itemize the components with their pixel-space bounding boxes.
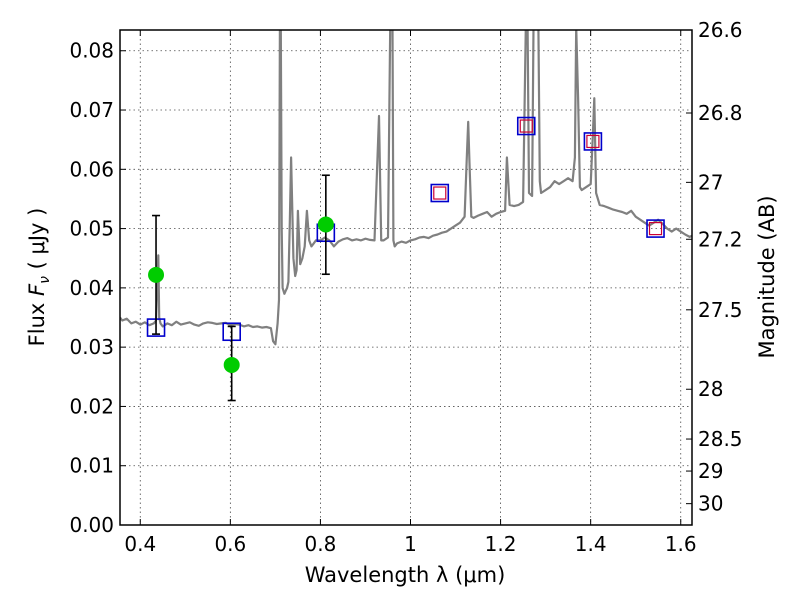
x-tick-label: 0.4 bbox=[124, 532, 156, 556]
y2-axis-label: Magnitude (AB) bbox=[755, 195, 779, 358]
x-tick-label: 1 bbox=[404, 532, 417, 556]
y-tick-label: 0.02 bbox=[69, 394, 114, 418]
y2-axis: 26.6 26.8 27 27.2 27.5 28 28.5 29 30 bbox=[686, 18, 743, 516]
plot-frame bbox=[119, 29, 693, 526]
grid bbox=[120, 30, 692, 526]
y2-tick-label: 28 bbox=[698, 377, 723, 401]
blue-square-marker bbox=[583, 132, 603, 151]
y2-tick-label: 26.8 bbox=[698, 101, 743, 125]
y2-tick-label: 26.6 bbox=[698, 18, 743, 42]
y-axis-label-symbol: F bbox=[25, 283, 49, 296]
y-axis-label-prefix: Flux bbox=[25, 296, 49, 346]
y-axis-label: Flux Fν ( μJy ) bbox=[25, 208, 53, 347]
y2-tick-label: 27.2 bbox=[698, 227, 743, 251]
x-tick-label: 1.4 bbox=[575, 532, 607, 556]
spectrum-line bbox=[120, 30, 692, 346]
y2-tick-label: 29 bbox=[698, 459, 723, 483]
x-tick-label: 0.8 bbox=[305, 532, 337, 556]
blue-square-marker bbox=[646, 219, 665, 238]
y-axis: 0.00 0.01 0.02 0.03 0.04 0.05 0.06 0.07 0.08 bbox=[69, 39, 126, 537]
y-axis-label-unit: ( μJy ) bbox=[25, 208, 49, 276]
observed-point-marker bbox=[317, 216, 334, 233]
x-tick-label: 1.6 bbox=[665, 532, 697, 556]
blue-square-marker bbox=[516, 116, 536, 136]
red-square-marker bbox=[433, 186, 447, 200]
y2-tick-label: 28.5 bbox=[698, 427, 743, 451]
observed-point-marker bbox=[148, 266, 165, 283]
x-tick-label: 0.6 bbox=[214, 532, 246, 556]
red-square-marker bbox=[586, 134, 600, 149]
y-tick-label: 0.07 bbox=[69, 98, 114, 122]
y2-tick-label: 27.5 bbox=[698, 298, 743, 322]
x-axis-label: Wavelength λ (μm) bbox=[305, 563, 506, 587]
y-axis-label-subscript: ν bbox=[37, 276, 53, 284]
y2-tick-label: 27 bbox=[698, 170, 723, 194]
red-square-marker bbox=[648, 221, 663, 236]
plot-area bbox=[120, 30, 692, 402]
y-tick-label: 0.01 bbox=[69, 454, 114, 478]
observed-point-marker bbox=[223, 356, 240, 373]
plot-series bbox=[120, 30, 692, 346]
y2-tick-label: 30 bbox=[698, 492, 723, 516]
y-tick-label: 0.03 bbox=[69, 335, 114, 359]
y-tick-label: 0.06 bbox=[69, 157, 114, 181]
x-tick-label: 1.2 bbox=[485, 532, 517, 556]
blue-square-marker bbox=[430, 183, 450, 203]
y-tick-label: 0.04 bbox=[69, 276, 114, 300]
y-tick-label: 0.00 bbox=[69, 513, 114, 537]
x-axis: 0.4 0.6 0.8 1 1.2 1.4 1.6 bbox=[124, 30, 697, 556]
y-tick-label: 0.05 bbox=[69, 217, 114, 241]
y-tick-label: 0.08 bbox=[69, 39, 114, 63]
red-square-marker bbox=[519, 119, 533, 133]
